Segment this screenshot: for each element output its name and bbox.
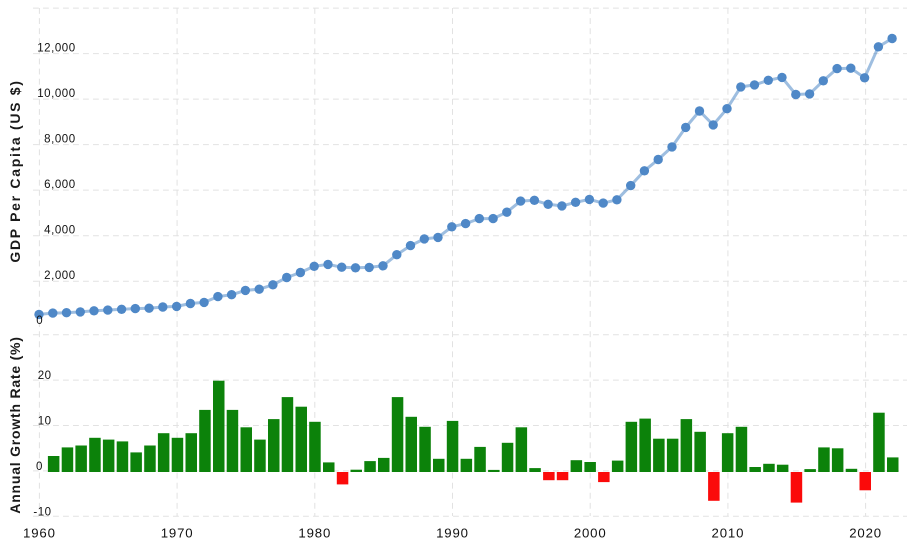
svg-text:1980: 1980 [298,526,331,541]
svg-text:0: 0 [36,461,42,473]
svg-text:4,000: 4,000 [44,225,76,237]
svg-text:Annual Growth Rate (%): Annual Growth Rate (%) [7,336,23,513]
svg-text:10,000: 10,000 [37,88,75,100]
svg-text:2010: 2010 [712,526,745,541]
svg-text:2,000: 2,000 [44,270,76,282]
svg-text:12,000: 12,000 [37,43,75,55]
svg-text:2020: 2020 [849,526,882,541]
svg-text:2000: 2000 [574,526,607,541]
svg-text:-10: -10 [33,506,51,518]
svg-text:GDP Per Capita (US $): GDP Per Capita (US $) [7,79,23,262]
svg-text:8,000: 8,000 [44,134,76,146]
svg-text:6,000: 6,000 [44,179,76,191]
svg-text:10: 10 [38,416,52,428]
svg-text:1990: 1990 [436,526,469,541]
svg-text:0: 0 [36,315,42,327]
svg-text:1970: 1970 [161,526,194,541]
svg-text:1960: 1960 [23,526,56,541]
svg-text:20: 20 [38,370,52,382]
